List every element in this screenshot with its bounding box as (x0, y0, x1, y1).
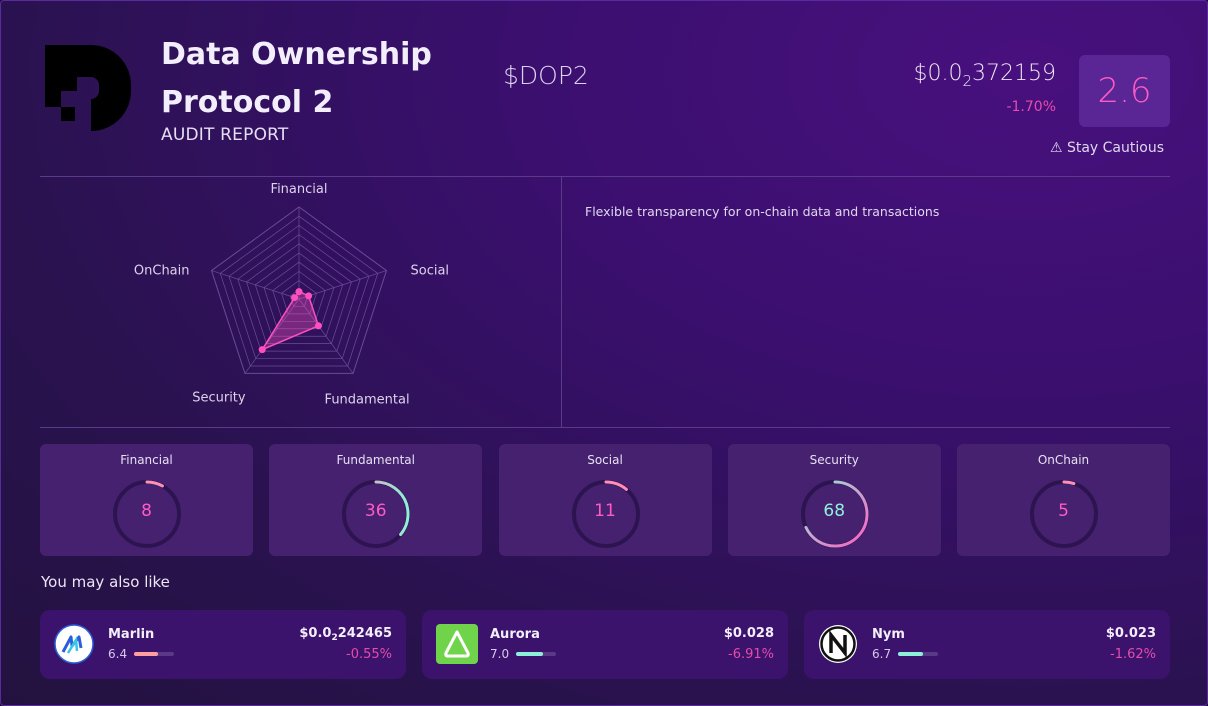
radar-axis-label: Social (410, 264, 449, 279)
radar-grid-ring (237, 234, 361, 352)
also-like-title: You may also like (41, 573, 170, 591)
radar-axis-line (298, 298, 354, 374)
divider (40, 427, 1170, 428)
radar-grid-ring (281, 280, 317, 315)
radar-grid-ring (263, 261, 335, 330)
recommendation-score: 6.4 (108, 647, 128, 661)
project-name: Data Ownership Protocol 2 (161, 37, 432, 120)
metric-card-social: Social 11 (498, 444, 712, 556)
metric-label: Financial (120, 453, 173, 467)
radar-data-area (260, 290, 320, 352)
score-bar (134, 652, 174, 656)
radar-axis-label: Financial (271, 182, 328, 197)
token-price: $0.02372159 (913, 61, 1056, 90)
radar-data-point (305, 292, 313, 300)
radar-axis-label: Fundamental (325, 392, 410, 407)
recommendation-change: -0.55% (346, 647, 392, 662)
metric-value: 68 (823, 501, 846, 521)
recommendation-price: $0.02242465 (299, 626, 392, 643)
metric-label: OnChain (1037, 453, 1090, 467)
project-description: Flexible transparency for on-chain data … (585, 204, 940, 219)
metric-label: Social (587, 453, 623, 467)
score-bar (898, 652, 938, 656)
overall-score-badge: 2.6 (1079, 55, 1170, 127)
radar-axis-label: Security (192, 390, 246, 405)
radar-grid-ring (272, 270, 326, 322)
score-bar-fill (516, 652, 543, 656)
divider (40, 176, 1170, 177)
divider (561, 177, 562, 427)
radar-data-point (295, 288, 303, 296)
metric-card-financial: Financial 8 (40, 444, 253, 556)
metric-gauge (113, 480, 181, 548)
recommendation-card-marlin[interactable]: Marlin 6.4 $0.02242465 -0.55% (40, 610, 406, 679)
score-bar (516, 652, 556, 656)
radar-axis-label: OnChain (134, 264, 190, 279)
metric-gauge (342, 480, 411, 548)
recommendation-change: -1.62% (1110, 647, 1156, 662)
radar-grid-ring (219, 215, 379, 367)
metric-value: 8 (141, 501, 152, 521)
metric-value: 36 (364, 501, 387, 521)
recommendation-score: 7.0 (490, 647, 510, 661)
recommendation-name: Nym (872, 627, 905, 642)
radar-grid-ring (210, 206, 388, 374)
radar-data-point (258, 346, 266, 354)
gauge-fill (342, 480, 410, 548)
recommendation-name: Aurora (490, 627, 540, 642)
gauge-fill (572, 480, 639, 548)
gauge-fill (801, 480, 869, 548)
caution-label: ⚠ Stay Cautious (1049, 140, 1164, 156)
aurora-icon (436, 624, 478, 664)
recommendation-price: $0.028 (723, 626, 774, 641)
recommendation-card-aurora[interactable]: Aurora 7.0 $0.028 -6.91% (422, 610, 788, 679)
radar-data-point (314, 322, 322, 330)
radar-grid-ring (228, 224, 370, 359)
metric-gauge (800, 480, 869, 548)
gauge-fill (113, 480, 181, 548)
metric-card-onchain: OnChain 5 (957, 444, 1170, 556)
radar-axis-line (211, 270, 300, 300)
metric-gauge (571, 480, 640, 548)
metric-label: Fundamental (336, 453, 416, 467)
metric-label: Security (809, 453, 859, 467)
token-ticker: $DOP2 (503, 61, 589, 90)
radar-data-point (291, 294, 299, 302)
report-subtitle: AUDIT REPORT (161, 125, 289, 145)
recommendation-change: -6.91% (728, 647, 774, 662)
metric-card-security: Security 68 (727, 444, 941, 556)
dop-logo-icon (41, 41, 135, 135)
radar-axis-line (298, 270, 387, 300)
recommendation-card-nym[interactable]: Nym 6.7 $0.023 -1.62% (804, 610, 1170, 679)
metric-value: 11 (594, 501, 616, 521)
radar-chart: Financial Social Fundamental Security OnChai… (134, 182, 449, 407)
metric-gauge (1030, 480, 1098, 548)
radar-axis-line (244, 298, 300, 374)
score-bar-fill (134, 652, 158, 656)
gauge-fill (1030, 480, 1098, 548)
metric-cards: Financial 8 Fundamental 36 Social 11 Security 6… (40, 444, 1170, 556)
recommendation-name: Marlin (108, 627, 155, 642)
nym-icon (818, 624, 858, 664)
metric-value: 5 (1058, 501, 1069, 521)
radar-grid-ring (254, 252, 344, 337)
score-bar-fill (898, 652, 923, 656)
price-change: -1.70% (1006, 99, 1056, 115)
recommendation-score: 6.7 (872, 647, 892, 661)
radar-grid-ring (246, 243, 352, 345)
recommendation-price: $0.023 (1105, 626, 1156, 641)
marlin-icon (54, 624, 94, 664)
metric-card-fundamental: Fundamental 36 (269, 444, 483, 556)
